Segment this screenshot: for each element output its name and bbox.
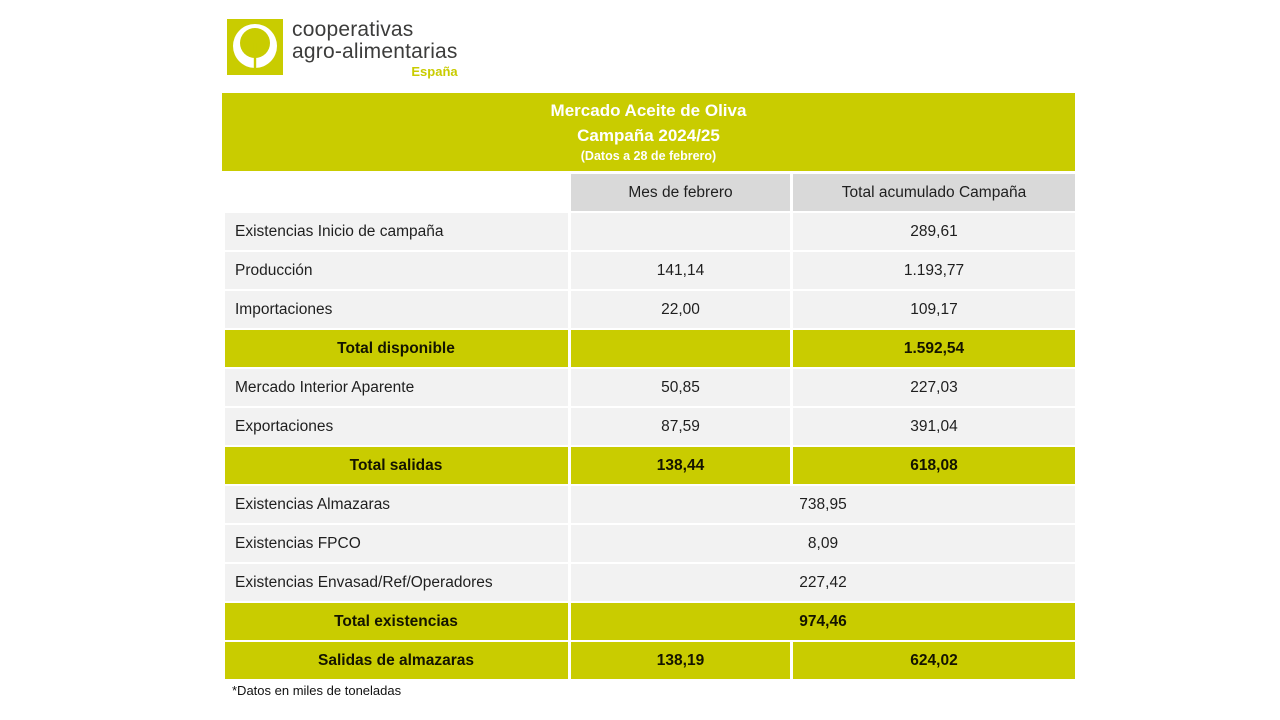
row-label: Salidas de almazaras [222, 640, 571, 681]
row-label: Existencias Envasad/Ref/Operadores [222, 562, 571, 603]
row-label: Producción [222, 250, 571, 291]
header-empty-cell [222, 172, 571, 213]
row-total-value: 624,02 [790, 640, 1078, 681]
row-mes-value: 138,44 [568, 445, 793, 486]
row-mes-value: 50,85 [568, 367, 793, 408]
row-merged-value: 974,46 [568, 601, 1078, 642]
header-mes-de-febrero: Mes de febrero [568, 172, 793, 213]
slide-subtitle-date: (Datos a 28 de febrero) [580, 148, 717, 163]
logo-line-1: cooperativas [292, 18, 414, 41]
row-label: Existencias FPCO [222, 523, 571, 564]
row-label: Total existencias [222, 601, 571, 642]
row-merged-value: 738,95 [568, 484, 1078, 525]
slide-title: Mercado Aceite de Oliva [550, 101, 747, 121]
row-mes-value: 87,59 [568, 406, 793, 447]
table-row: Existencias Almazaras 738,95 [222, 484, 1078, 525]
table-row: Producción 141,14 1.193,77 [222, 250, 1078, 291]
table-row: Exportaciones 87,59 391,04 [222, 406, 1078, 447]
table-row: Importaciones 22,00 109,17 [222, 289, 1078, 330]
row-label: Importaciones [222, 289, 571, 330]
table-row: Mercado Interior Aparente 50,85 227,03 [222, 367, 1078, 408]
row-mes-value: 22,00 [568, 289, 793, 330]
total-row: Salidas de almazaras 138,19 624,02 [222, 640, 1078, 681]
title-bar: Mercado Aceite de Oliva Campaña 2024/25 … [222, 93, 1075, 171]
row-total-value: 289,61 [790, 211, 1078, 252]
header-row: Mes de febrero Total acumulado Campaña [222, 172, 1078, 213]
table-row: Existencias FPCO 8,09 [222, 523, 1078, 564]
row-label: Total salidas [222, 445, 571, 486]
row-mes-value: 138,19 [568, 640, 793, 681]
units-footnote: *Datos en miles de toneladas [232, 683, 402, 698]
row-label: Mercado Interior Aparente [222, 367, 571, 408]
table-row: Existencias Envasad/Ref/Operadores 227,4… [222, 562, 1078, 603]
row-mes-value: 141,14 [568, 250, 793, 291]
market-table: Mes de febrero Total acumulado Campaña E… [222, 172, 1078, 681]
row-merged-value: 8,09 [568, 523, 1078, 564]
row-mes-value [568, 328, 793, 369]
row-total-value: 1.193,77 [790, 250, 1078, 291]
row-label: Existencias Inicio de campaña [222, 211, 571, 252]
table-row: Existencias Inicio de campaña 289,61 [222, 211, 1078, 252]
row-mes-value [568, 211, 793, 252]
row-total-value: 391,04 [790, 406, 1078, 447]
row-total-value: 618,08 [790, 445, 1078, 486]
logo-text: cooperativas agro-alimentarias España [292, 19, 458, 78]
row-label: Exportaciones [222, 406, 571, 447]
total-row: Total salidas 138,44 618,08 [222, 445, 1078, 486]
row-merged-value: 227,42 [568, 562, 1078, 603]
tree-in-square-icon [227, 19, 283, 75]
row-total-value: 109,17 [790, 289, 1078, 330]
row-label: Existencias Almazaras [222, 484, 571, 525]
logo: cooperativas agro-alimentarias España [227, 19, 458, 78]
header-total-acumulado: Total acumulado Campaña [790, 172, 1078, 213]
logo-line-2: agro-alimentarias [292, 39, 458, 63]
row-total-value: 1.592,54 [790, 328, 1078, 369]
slide-subtitle-campaign: Campaña 2024/25 [577, 125, 720, 145]
logo-country: España [411, 63, 458, 79]
total-row: Total disponible 1.592,54 [222, 328, 1078, 369]
row-label: Total disponible [222, 328, 571, 369]
total-row: Total existencias 974,46 [222, 601, 1078, 642]
row-total-value: 227,03 [790, 367, 1078, 408]
